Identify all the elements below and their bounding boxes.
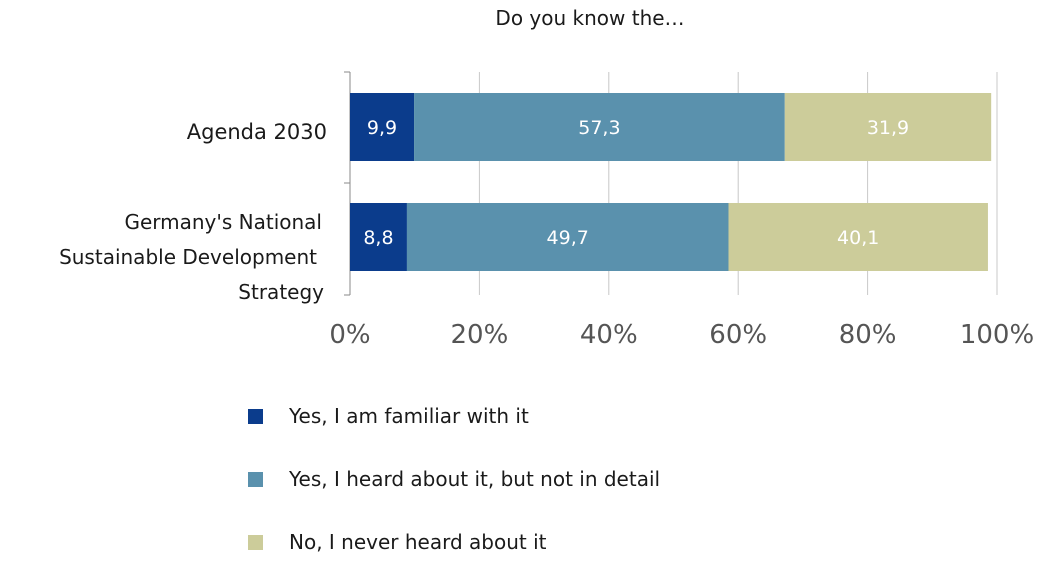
legend-swatch <box>248 471 263 487</box>
chart-title: Do you know the… <box>495 6 685 30</box>
legend-item: Yes, I am familiar with it <box>248 398 660 434</box>
x-tick-label: 60% <box>709 320 767 350</box>
bar-data-label: 31,9 <box>867 117 909 139</box>
legend-label: Yes, I am familiar with it <box>289 404 529 428</box>
legend-swatch <box>248 534 263 550</box>
bar-data-label: 49,7 <box>547 227 589 249</box>
legend: Yes, I am familiar with it Yes, I heard … <box>248 398 660 587</box>
x-tick-label: 80% <box>839 320 897 350</box>
stacked-bar-chart: 0% 20% 40% 60% 80% 100% 9,9 57,3 31,9 8,8 49,7 40,1… <box>59 71 1034 350</box>
bar-data-label: 57,3 <box>578 117 620 139</box>
legend-item: Yes, I heard about it, but not in detail <box>248 461 660 497</box>
bar-segment <box>414 93 785 161</box>
bar-data-label: 8,8 <box>363 227 393 249</box>
x-tick-label: 0% <box>329 320 370 350</box>
legend-label: No, I never heard about it <box>289 530 547 554</box>
bar-segment <box>784 93 992 161</box>
bar-data-label: 40,1 <box>837 227 879 249</box>
bar-segment <box>728 203 988 271</box>
x-tick-label: 20% <box>451 320 509 350</box>
x-tick-label: 40% <box>580 320 638 350</box>
bar-segment <box>350 203 407 271</box>
legend-swatch <box>248 408 263 424</box>
bar-segment <box>350 93 415 161</box>
category-label: Germany's National Sustainable Developmen… <box>59 210 324 304</box>
bar-segment <box>406 203 729 271</box>
category-label: Agenda 2030 <box>187 120 327 144</box>
legend-item: No, I never heard about it <box>248 524 660 560</box>
bar-data-label: 9,9 <box>367 117 397 139</box>
legend-label: Yes, I heard about it, but not in detail <box>289 467 661 491</box>
x-tick-label: 100% <box>960 320 1034 350</box>
